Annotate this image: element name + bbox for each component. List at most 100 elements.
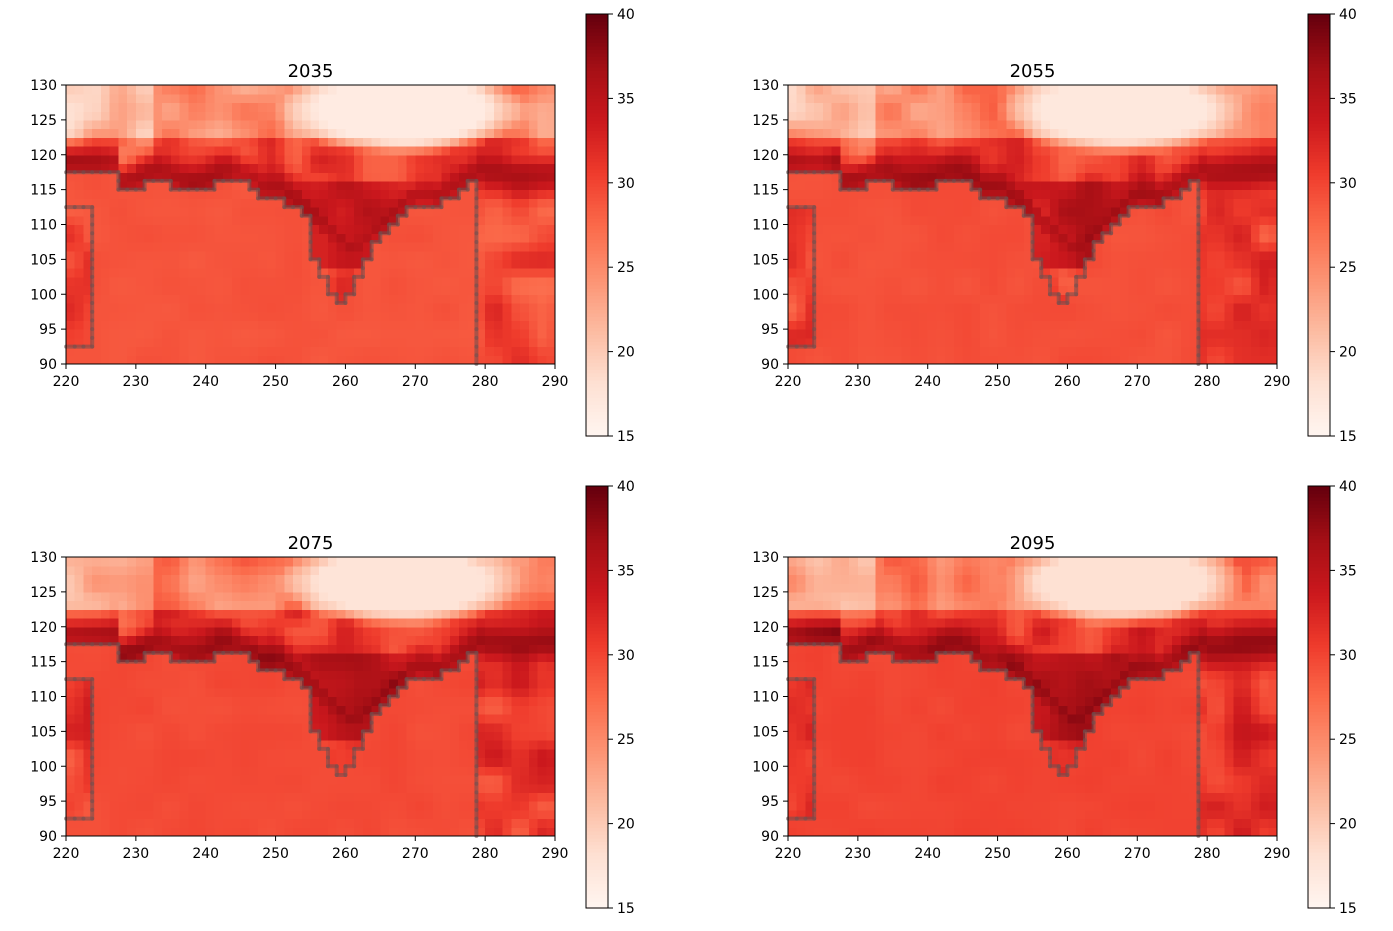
heatmap-cell [327,285,338,295]
heatmap-cell [362,189,373,199]
heatmap-cell [884,137,894,147]
heatmap-cell [831,241,841,252]
heatmap-cell [1119,259,1130,269]
heatmap-cell [485,154,495,165]
heatmap-cell [162,102,172,112]
heatmap-cell [458,722,469,732]
heatmap-cell [275,111,285,121]
heatmap-cell [1163,329,1173,339]
heatmap-cell [450,233,460,243]
heatmap-cell [196,766,207,776]
colorbar-swatch [586,207,608,212]
heatmap-cell [415,311,425,322]
heatmap-cell [988,189,999,199]
heatmap-cell [980,329,990,339]
heatmap-cell [511,346,521,356]
heatmap-cell [144,713,154,724]
colorbar-swatch [586,369,608,374]
heatmap-cell [223,259,233,269]
heatmap-cell [310,233,320,243]
heatmap-cell [415,198,425,208]
heatmap-cell [118,154,128,165]
heatmap-cell [528,85,539,95]
heatmap-cell [432,180,443,191]
heatmap-cell [266,713,277,724]
heatmap-cell [1067,268,1077,278]
colorbar-swatch [1308,115,1330,121]
heatmap-cell [83,320,93,330]
colorbar-swatch [1308,91,1330,96]
heatmap-cell [371,207,381,217]
heatmap-cell [485,731,495,741]
heatmap-cell [266,801,277,811]
heatmap-cell [424,128,434,138]
heatmap-cell [1041,215,1051,226]
heatmap-cell [988,119,999,130]
heatmap-cell [415,801,425,811]
heatmap-cell [66,818,76,828]
colorbar-swatch [1308,168,1330,174]
heatmap-cell [1146,207,1156,217]
heatmap-cell [502,783,512,794]
heatmap-cell [293,355,303,365]
heatmap-cell [223,792,233,802]
heatmap-cell [1119,355,1130,365]
heatmap-cell [223,302,233,313]
heatmap-cell [162,722,172,732]
heatmap-cell [249,294,259,304]
heatmap-cell [840,85,850,95]
heatmap-cell [266,85,277,95]
heatmap-cell [980,337,990,348]
heatmap-cell [100,233,111,243]
heatmap-cell [546,302,556,313]
heatmap-cell [953,172,964,182]
heatmap-cell [310,827,320,837]
heatmap-cell [118,346,128,356]
heatmap-cell [546,163,556,173]
heatmap-cell [502,146,512,156]
heatmap-cell [511,722,521,732]
heatmap-cell [214,198,224,208]
heatmap-cell [432,731,443,741]
heatmap-cell [66,137,76,147]
heatmap-cell [520,294,530,304]
heatmap-cell [814,268,824,278]
heatmap-cell [284,809,294,820]
heatmap-cell [66,809,76,820]
heatmap-cell [458,355,469,365]
heatmap-cell [441,189,451,199]
heatmap-cell [831,163,841,173]
heatmap-cell [275,233,285,243]
heatmap-cell [249,346,259,356]
heatmap-cell [849,93,859,104]
heatmap-cell [1093,268,1103,278]
heatmap-cell [528,827,539,837]
heatmap-cell [424,146,434,156]
heatmap-cell [1242,215,1252,226]
heatmap-cell [371,311,381,322]
heatmap-cell [100,329,111,339]
colorbar-swatch [586,144,608,149]
heatmap-cell [83,233,93,243]
colorbar-swatch [1308,274,1330,279]
heatmap-cell [371,294,381,304]
heatmap-cell [389,224,399,234]
heatmap-cell [371,137,381,147]
heatmap-cell [805,180,815,191]
heatmap-cell [109,320,119,330]
heatmap-cell [83,224,93,234]
heatmap-cell [240,731,250,741]
heatmap-cell [293,302,303,313]
heatmap-cell [424,355,434,365]
heatmap-cell [83,215,93,226]
heatmap-cell [362,302,373,313]
heatmap-cell [910,102,920,112]
heatmap-cell [83,801,93,811]
heatmap-cell [205,302,216,313]
heatmap-cell [988,154,999,165]
heatmap-cell [1084,250,1095,260]
heatmap-cell [1032,146,1042,156]
heatmap-cell [144,189,154,199]
heatmap-cell [319,766,329,776]
heatmap-cell [927,111,938,121]
